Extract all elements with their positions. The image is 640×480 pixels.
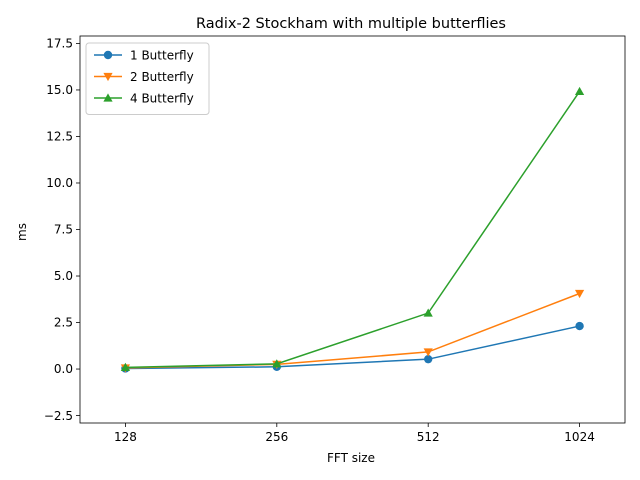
legend: 1 Butterfly 2 Butterfly 4 Butterfly <box>85 42 210 115</box>
legend-marker-2 <box>103 72 113 82</box>
y-tick-label-5: 10.0 <box>46 176 73 190</box>
legend-box <box>85 42 210 115</box>
axes: 128 256 512 1024 −2.5 0.0 2.5 5.0 7.5 10.0 12.5 15.… <box>44 35 626 444</box>
chart-title: Radix-2 Stockham with multiple butterfli… <box>196 16 506 32</box>
x-tick-label-128: 128 <box>114 430 137 444</box>
y-tick-label-0: −2.5 <box>44 409 73 423</box>
data-point-s3-512 <box>423 308 433 317</box>
x-tick-label-512: 512 <box>417 430 440 444</box>
y-axis-label: ms <box>15 223 29 241</box>
x-tick-label-256: 256 <box>265 430 288 444</box>
data-point-s3-128 <box>120 362 131 371</box>
legend-marker-3 <box>103 93 113 102</box>
series-line-3 <box>125 91 581 369</box>
data-point-s1-512 <box>423 354 433 364</box>
y-tick-label-6: 12.5 <box>46 130 73 144</box>
y-tick-label-7: 15.0 <box>46 83 73 97</box>
data-point-s1-1024 <box>575 321 584 331</box>
x-axis-label: FFT size <box>327 451 375 465</box>
legend-label-2: 2 Butterfly <box>130 70 194 84</box>
series-line-1 <box>125 325 580 370</box>
y-tick-label-8: 17.5 <box>46 37 73 51</box>
data-point-s3-1024 <box>574 86 585 96</box>
legend-label-1: 1 Butterfly <box>130 48 194 62</box>
y-tick-label-1: 0.0 <box>54 362 73 376</box>
y-tick-label-2: 2.5 <box>54 316 73 330</box>
x-tick-label-1024: 1024 <box>564 430 595 444</box>
data-point-s2-1024 <box>574 289 585 299</box>
data-point-s3-256 <box>272 359 282 368</box>
plot-area <box>120 86 585 373</box>
data-point-s2-512 <box>423 348 433 357</box>
legend-label-3: 4 Butterfly <box>130 91 194 105</box>
legend-marker-1 <box>103 50 113 60</box>
y-tick-label-4: 7.5 <box>54 223 73 237</box>
y-tick-label-3: 5.0 <box>54 269 73 283</box>
